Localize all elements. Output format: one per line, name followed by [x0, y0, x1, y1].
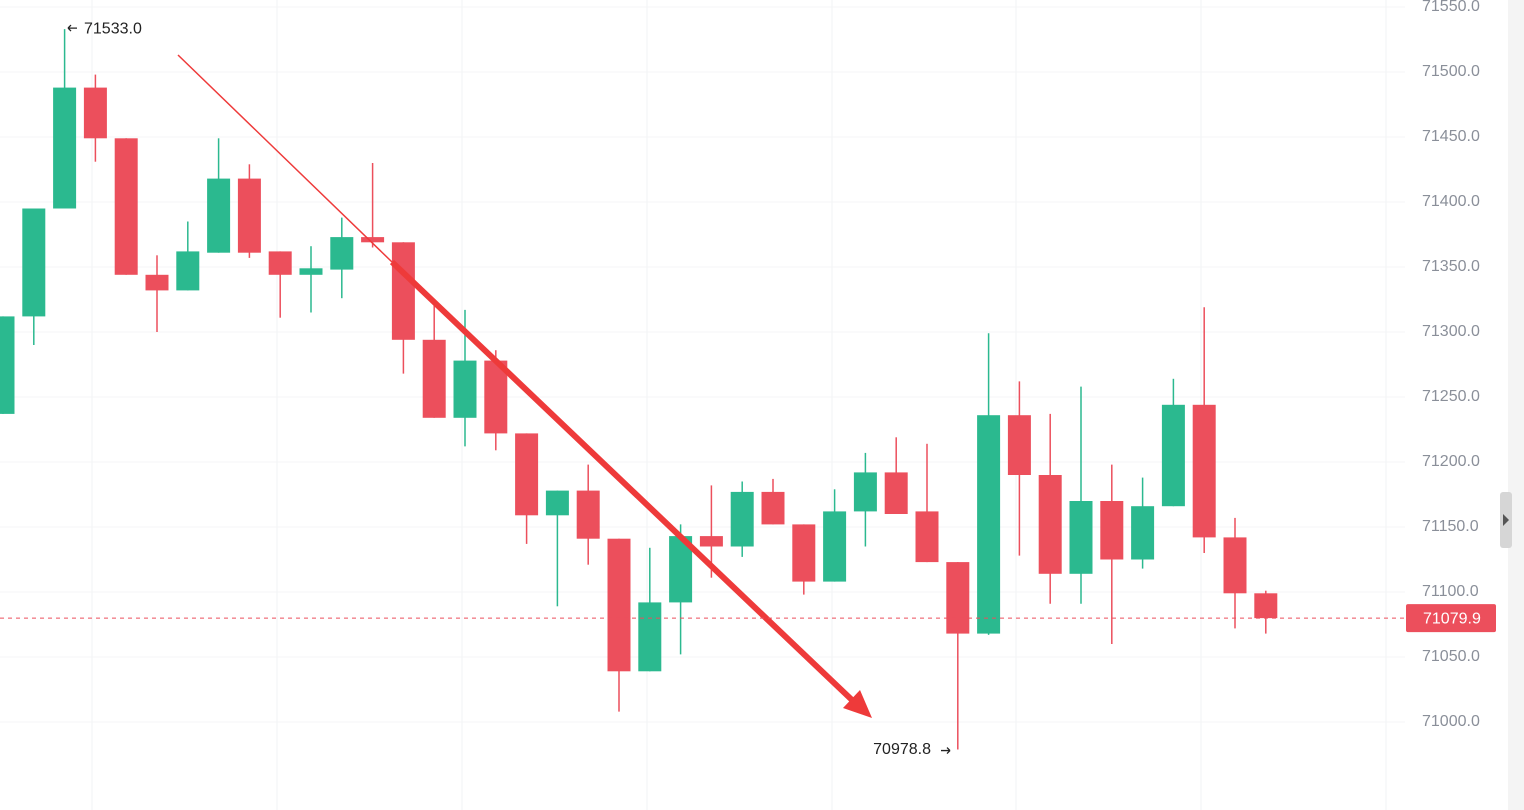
candle-body: [946, 562, 970, 634]
candle-body: [361, 237, 385, 243]
candle-body: [330, 237, 354, 270]
candle-body: [453, 360, 477, 418]
candle-body: [545, 490, 569, 516]
y-tick-label: 71350.0: [1422, 258, 1480, 275]
candle-body: [730, 491, 754, 547]
candle-body: [1223, 537, 1247, 594]
y-tick-label: 71150.0: [1422, 518, 1479, 535]
candle-body: [1038, 475, 1062, 574]
low-arrow: [941, 747, 951, 755]
candle-body: [1131, 506, 1155, 560]
candle-body: [268, 251, 292, 275]
vertical-grid: [91, 0, 1387, 810]
candle-body: [53, 87, 77, 209]
candle-body: [977, 415, 1001, 634]
candle-body: [1007, 415, 1031, 475]
candle-body: [1069, 501, 1093, 574]
candle-body: [1100, 501, 1124, 560]
candle-body: [1161, 404, 1185, 507]
candle-body: [299, 268, 323, 275]
y-tick-label: 71500.0: [1422, 63, 1480, 80]
toggle-icon: [1503, 514, 1509, 526]
candle-body: [1254, 593, 1278, 619]
trend-arrow: [177, 54, 872, 718]
candle-body: [669, 536, 693, 603]
y-tick-label: 71450.0: [1422, 128, 1480, 145]
scrollbar: [1508, 0, 1524, 810]
high-arrow: [67, 24, 77, 32]
candle-body: [823, 511, 847, 582]
candle-body: [515, 433, 539, 516]
candle-body: [638, 602, 662, 672]
y-tick-label: 71300.0: [1422, 323, 1480, 340]
arrow-head: [843, 690, 872, 718]
candle-body: [792, 524, 816, 582]
candle-body: [607, 538, 631, 672]
y-tick-label: 71000.0: [1422, 713, 1480, 730]
y-tick-label: 71250.0: [1422, 388, 1480, 405]
candle-body: [176, 251, 200, 291]
candle-body: [0, 316, 15, 414]
candle-body: [853, 472, 877, 512]
y-tick-label: 71200.0: [1422, 453, 1480, 470]
low-label: 70978.8: [873, 741, 931, 758]
candle-body: [391, 242, 415, 340]
y-tick-label: 71100.0: [1422, 583, 1479, 600]
y-tick-label: 71550.0: [1422, 0, 1480, 15]
candle-body: [207, 178, 231, 253]
plot: [0, 6, 1405, 750]
last-price-label: 71079.9: [1423, 610, 1481, 627]
candle-body: [145, 274, 169, 291]
candle-body: [884, 472, 908, 514]
candle-body: [699, 536, 723, 547]
y-tick-label: 71050.0: [1422, 648, 1480, 665]
trend-line-thin: [177, 54, 393, 263]
candle-body: [237, 178, 261, 253]
trend-line: [389, 259, 855, 703]
candle-body: [915, 511, 939, 563]
last-price-box: [1406, 604, 1496, 633]
high-label: 71533.0: [84, 20, 142, 37]
candle-body: [761, 491, 785, 525]
candle-body: [422, 339, 446, 418]
candle-body: [83, 87, 107, 139]
candle-body: [1192, 404, 1216, 538]
candle-body: [114, 138, 138, 275]
candle-body: [22, 208, 46, 317]
candle-body: [484, 360, 508, 434]
y-tick-label: 71400.0: [1422, 193, 1480, 210]
candle-body: [576, 490, 600, 539]
